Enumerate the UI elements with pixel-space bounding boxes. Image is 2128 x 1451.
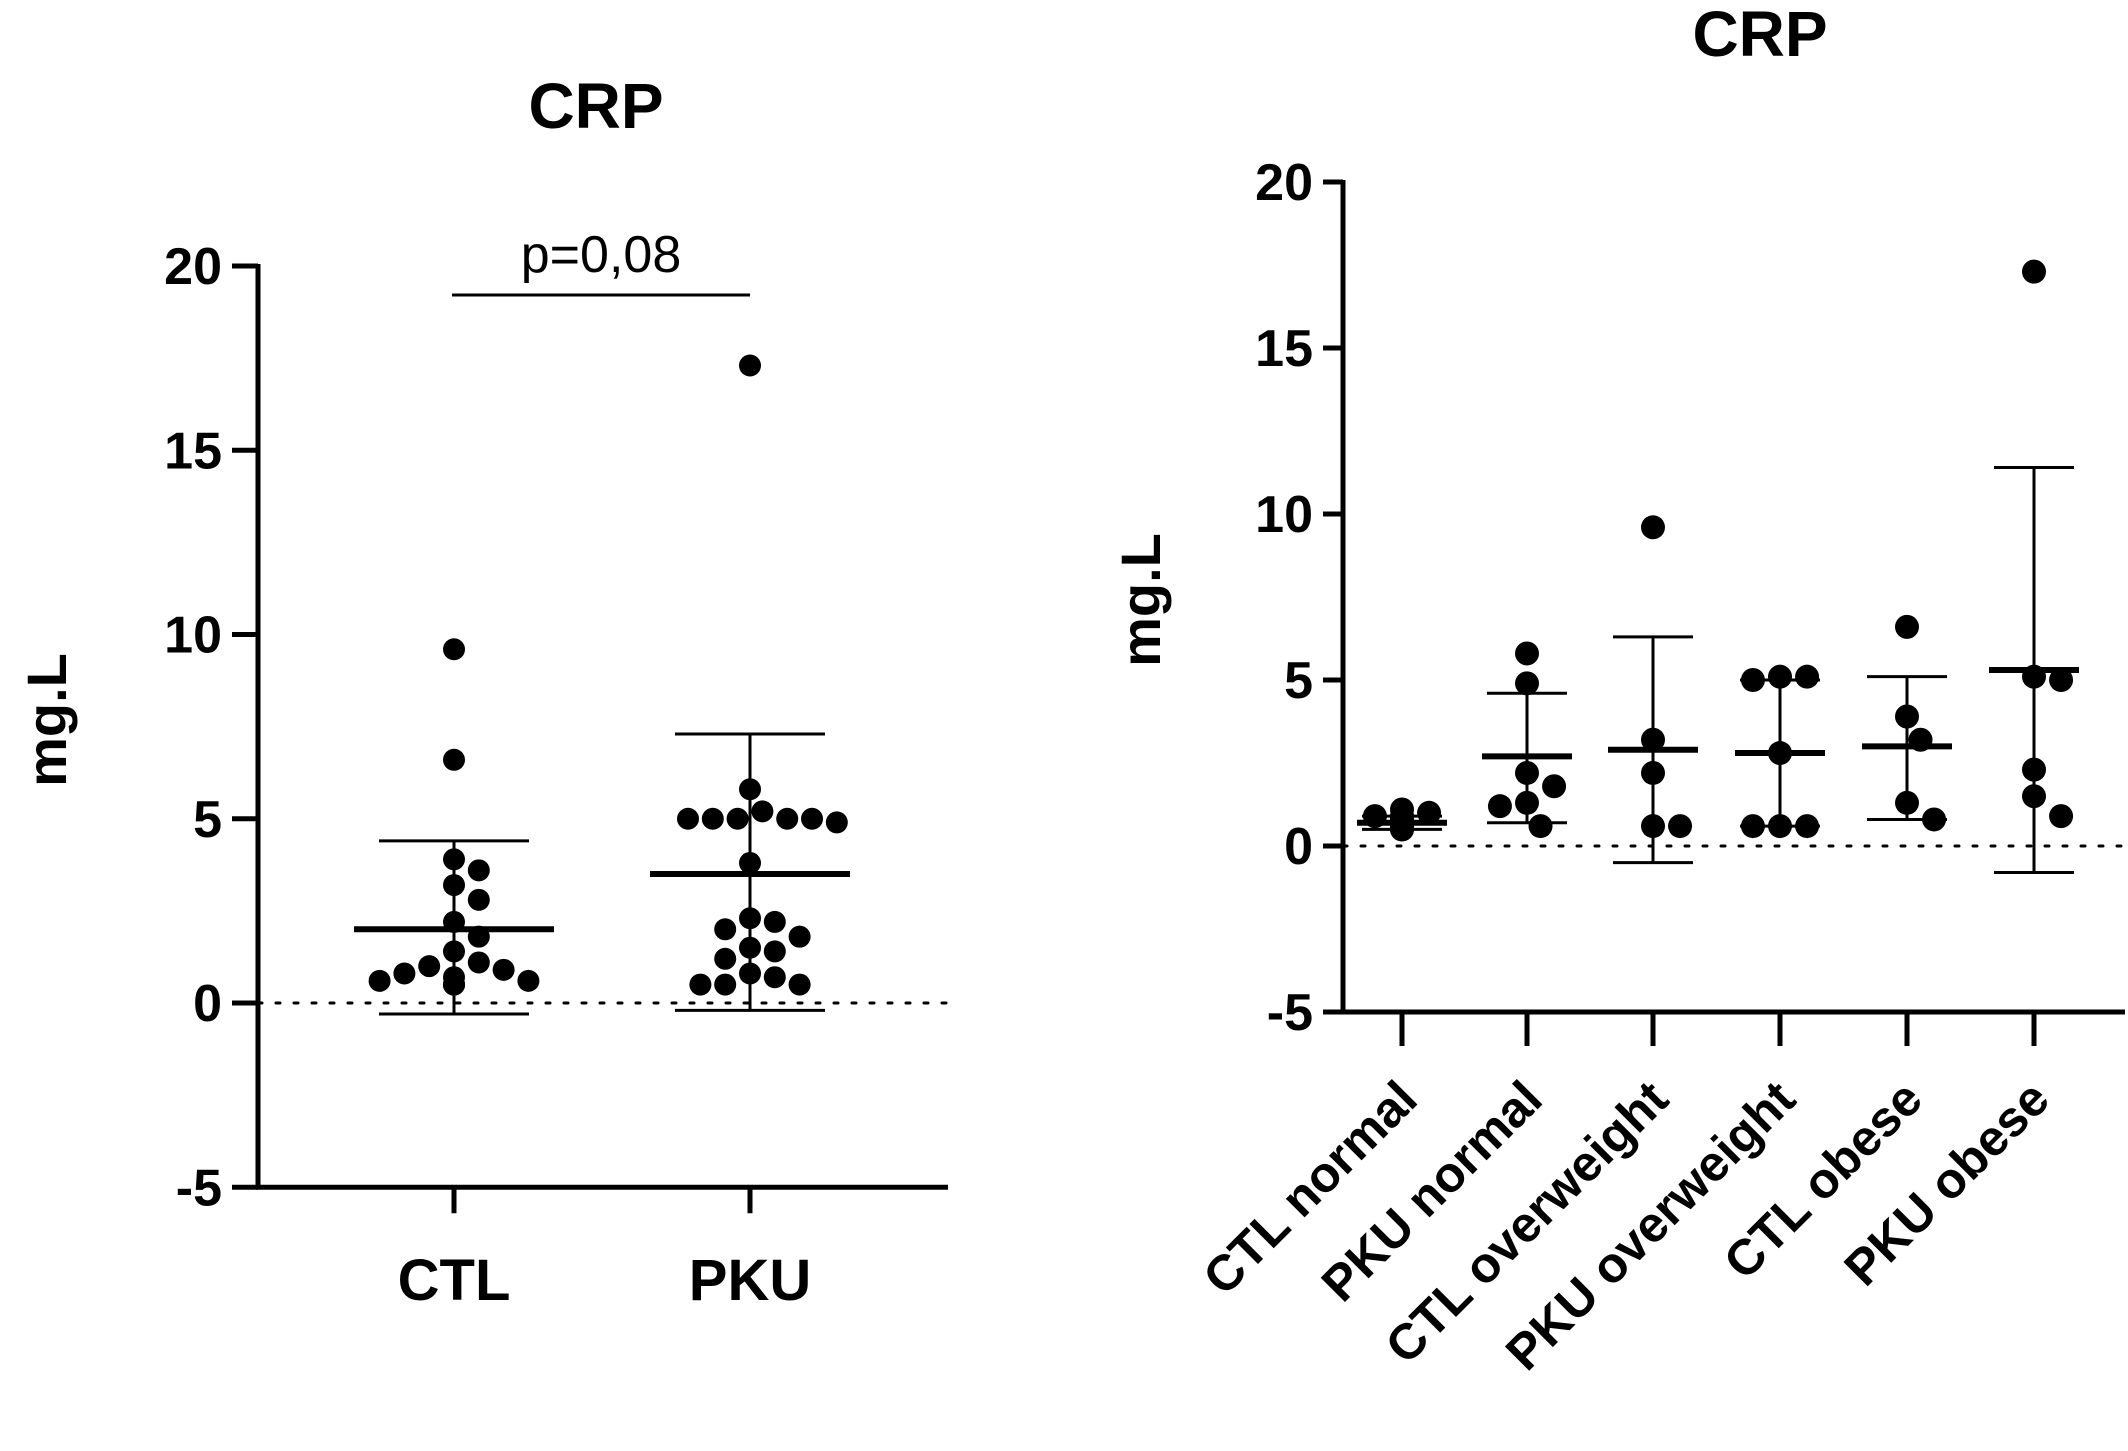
data-point [443,638,465,661]
data-point [714,918,737,941]
data-point [1417,800,1442,825]
data-point [739,851,761,874]
data-point [739,962,761,985]
y-tick-label: 5 [1284,652,1313,710]
y-tick-label: 15 [1255,320,1313,378]
data-point [739,778,761,801]
data-point [393,962,416,985]
data-point [1740,668,1765,692]
data-point [1515,641,1539,666]
y-tick-label: 15 [164,422,222,480]
data-point [443,748,465,771]
data-point [467,859,490,882]
data-point [1515,671,1539,696]
data-point [701,807,724,830]
y-tick-label: -5 [1267,984,1313,1042]
data-point [1528,814,1553,839]
y-axis-label: mg.L [1109,533,1172,667]
data-point [1895,704,1919,729]
data-point [751,800,774,823]
data-point [801,807,824,830]
chart-title: CRP [1692,0,1827,70]
data-point [2049,804,2074,829]
data-point [1487,794,1512,819]
y-tick-label: 10 [164,607,222,665]
y-tick-label: 20 [164,238,222,296]
data-point [788,925,811,948]
x-tick-label: CTL [398,1248,511,1313]
data-point [714,947,737,970]
data-point [763,910,786,933]
chart-title: CRP [528,70,663,142]
p-value-annotation: p=0,08 [521,226,682,284]
data-point [1641,814,1665,839]
y-tick-label: 5 [193,791,222,849]
data-point [1641,760,1665,785]
data-point [1922,807,1947,832]
data-point [467,888,490,911]
data-point [1768,814,1792,839]
data-point [492,958,515,981]
x-tick-label: CTL normal [1192,1070,1427,1305]
data-point [714,973,737,996]
data-point [2022,259,2046,284]
data-point [1542,774,1567,799]
data-point [2049,668,2074,692]
data-point [1895,790,1919,815]
data-point [739,936,761,959]
x-tick-label: PKU [689,1248,811,1313]
data-point [1740,814,1765,839]
y-tick-label: -5 [176,1159,222,1217]
data-point [368,969,391,992]
data-point [1641,727,1665,752]
data-point [443,940,465,963]
data-point [739,907,761,930]
y-axis-label: mg.L [15,653,78,787]
data-point [443,973,465,996]
data-point [1641,515,1665,540]
data-point [776,807,799,830]
y-tick-label: 0 [193,975,222,1033]
y-tick-label: 20 [1255,154,1313,212]
data-point [2022,757,2046,782]
data-point [689,973,712,996]
data-point [825,811,848,834]
data-point [788,973,811,996]
data-point [1795,664,1820,689]
data-point [1795,814,1820,839]
data-point [443,848,465,871]
data-point [418,955,441,978]
data-point [517,969,540,992]
data-point [726,807,749,830]
data-point [1895,614,1919,639]
data-point [1668,814,1693,839]
data-point [1515,760,1539,785]
data-point [1515,790,1539,815]
data-point [763,966,786,989]
data-point [739,354,761,377]
y-tick-label: 10 [1255,486,1313,544]
chart-panel-ctl-vs-pku: CRP mg.L p=0,08 -5 0 5 10 15 20 CTL PKU [15,70,952,1313]
data-point [676,807,699,830]
data-point [443,874,465,897]
x-tick-label: PKU normal [1311,1070,1553,1312]
data-point [2022,784,2046,809]
data-point [1768,664,1792,689]
y-tick-label: 0 [1284,818,1313,876]
data-point [763,940,786,963]
data-point [467,951,490,974]
